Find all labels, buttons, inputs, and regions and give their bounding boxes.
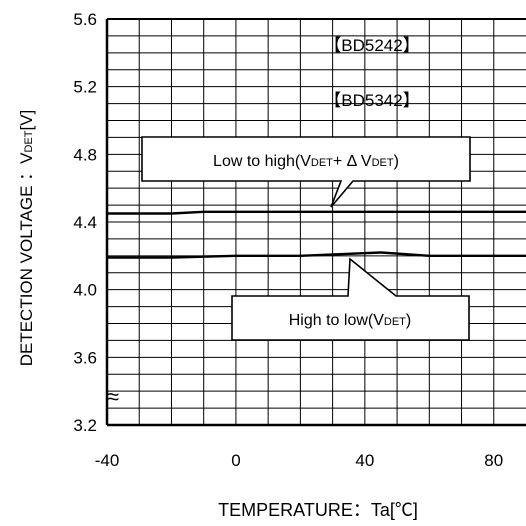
callout-high-to-low-box [231, 257, 470, 341]
callout-high-to-low-label: High to low(VDET) [289, 312, 411, 329]
series-line-low-to-high [107, 210, 526, 215]
y-tick-labels: 5.6 5.2 4.8 4.4 4.0 3.6 3.2 [73, 10, 97, 435]
x-tick-label: 0 [231, 451, 240, 470]
y-axis-title: DETECTION VOLTAGE ：VDET[V] [17, 110, 36, 367]
callout-low-to-high-label: Low to high(VDET+ Δ VDET) [213, 153, 399, 170]
y-tick-label: 3.6 [73, 348, 97, 367]
x-tick-label: 40 [355, 451, 374, 470]
y-tick-label: 3.2 [73, 416, 97, 435]
callout-low-to-high: Low to high(VDET+ Δ VDET) [141, 136, 471, 208]
y-tick-label: 5.2 [73, 78, 97, 97]
y-tick-label: 4.4 [73, 213, 97, 232]
axis-break-mark: ≈ [107, 384, 119, 409]
series-lines [107, 210, 526, 259]
x-tick-label: -40 [95, 451, 120, 470]
plot-frame [105, 18, 526, 427]
grid-lines [107, 19, 526, 425]
x-tick-labels: -40 0 40 80 [95, 451, 504, 470]
y-tick-label: 4.8 [73, 145, 97, 164]
y-tick-label: 4.0 [73, 281, 97, 300]
x-tick-label: 80 [484, 451, 503, 470]
part-label-bd5342: 【BD5342】 [324, 91, 419, 110]
y-tick-label: 5.6 [73, 10, 97, 29]
part-label-bd5242: 【BD5242】 [324, 36, 419, 55]
callout-high-to-low: High to low(VDET) [231, 257, 470, 341]
series-line-high-to-low [107, 251, 526, 259]
callout-low-to-high-box [141, 136, 471, 208]
x-axis-title: TEMPERATURE：Ta[℃] [218, 500, 418, 520]
